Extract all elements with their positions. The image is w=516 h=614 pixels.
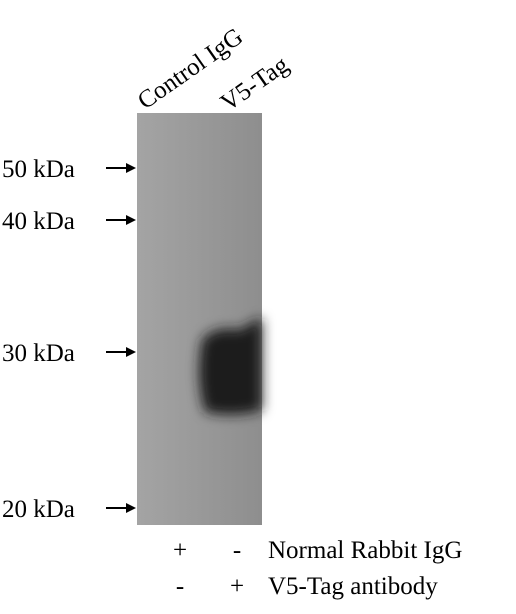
lane-label: V5-Tag bbox=[216, 51, 294, 117]
marker-arrowhead bbox=[126, 215, 136, 225]
marker-arrowhead bbox=[126, 163, 136, 173]
condition-sign: + bbox=[173, 537, 187, 564]
condition-label: V5-Tag antibody bbox=[268, 573, 438, 600]
condition-sign: + bbox=[230, 573, 244, 600]
marker-label: 40 kDa bbox=[2, 208, 75, 235]
marker-arrowhead bbox=[126, 347, 136, 357]
marker-label: 50 kDa bbox=[2, 156, 75, 183]
blot bbox=[137, 113, 262, 525]
condition-sign: - bbox=[233, 537, 241, 564]
condition-label: Normal Rabbit IgG bbox=[268, 537, 462, 564]
marker-arrowhead bbox=[126, 503, 136, 513]
marker-label: 20 kDa bbox=[2, 496, 75, 523]
marker-label: 30 kDa bbox=[2, 340, 75, 367]
condition-sign: - bbox=[176, 573, 184, 600]
band bbox=[199, 318, 262, 415]
